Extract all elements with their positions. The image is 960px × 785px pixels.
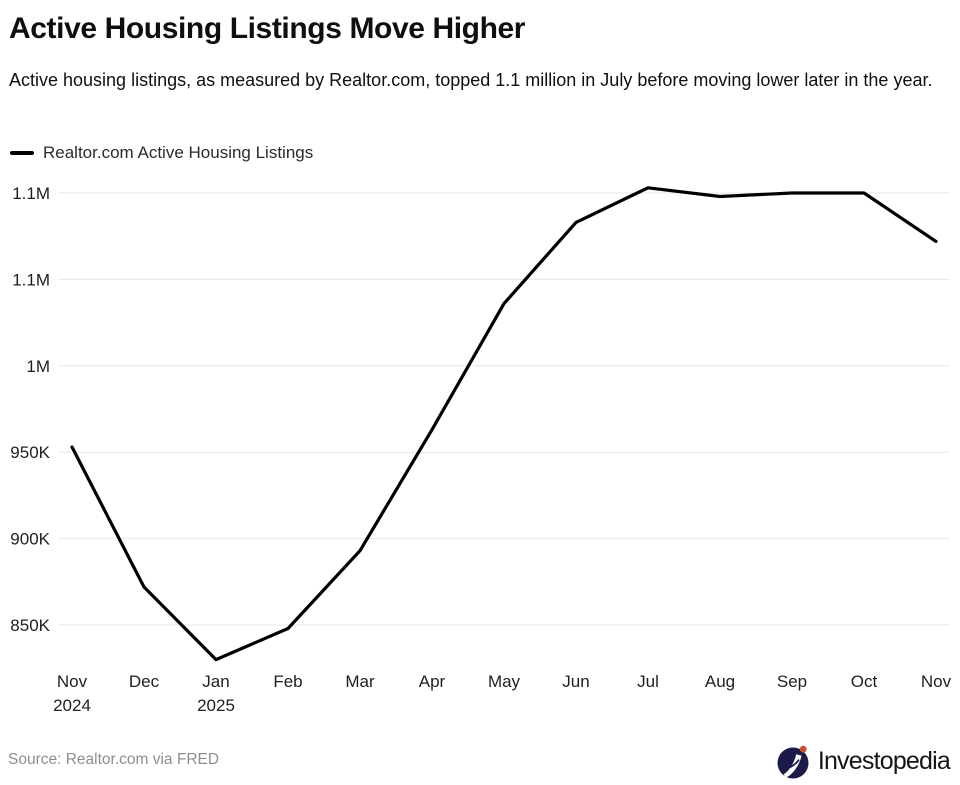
x-axis-tick-label: Aug xyxy=(705,672,735,691)
x-axis-tick-label: Feb xyxy=(273,672,302,691)
y-axis-tick-label: 1.1M xyxy=(12,184,50,203)
x-axis-tick-label: Mar xyxy=(345,672,375,691)
investopedia-icon xyxy=(777,745,809,779)
x-axis-tick-label: Jul xyxy=(637,672,659,691)
series-line xyxy=(70,186,938,662)
x-axis-tick-label: Jun xyxy=(562,672,589,691)
chart-legend: Realtor.com Active Housing Listings xyxy=(10,143,313,163)
x-axis-tick-label: Nov xyxy=(57,672,88,691)
x-axis-tick-label: Nov xyxy=(921,672,952,691)
x-axis-tick-label: Oct xyxy=(851,672,878,691)
brand-wordmark: Investopedia xyxy=(817,747,951,775)
line-chart: 1.1M 1.1M 1M 950K 900K 850K Nov 2024 Dec Jan 2025 F… xyxy=(10,184,952,715)
x-axis-tick-label: Dec xyxy=(129,672,160,691)
y-axis-tick-label: 950K xyxy=(10,443,50,462)
x-axis-year-label: 2025 xyxy=(197,696,235,715)
y-axis-tick-label: 850K xyxy=(10,616,50,635)
legend-label: Realtor.com Active Housing Listings xyxy=(43,143,314,162)
y-axis-tick-label: 900K xyxy=(10,530,50,549)
x-axis-tick-label: May xyxy=(488,672,521,691)
y-axis-tick-label: 1M xyxy=(26,357,50,376)
legend-line-swatch xyxy=(10,151,34,155)
chart-subtitle: Active housing listings, as measured by … xyxy=(9,70,933,90)
page-title: Active Housing Listings Move Higher xyxy=(9,12,526,45)
y-axis-tick-label: 1.1M xyxy=(12,270,50,289)
x-axis-tick-label: Apr xyxy=(419,672,446,691)
x-axis-tick-label: Jan xyxy=(202,672,229,691)
source-note: Source: Realtor.com via FRED xyxy=(8,751,220,768)
investopedia-logo: Investopedia xyxy=(777,743,951,780)
x-axis-tick-label: Sep xyxy=(777,672,807,691)
x-axis-year-label: 2024 xyxy=(53,696,91,715)
